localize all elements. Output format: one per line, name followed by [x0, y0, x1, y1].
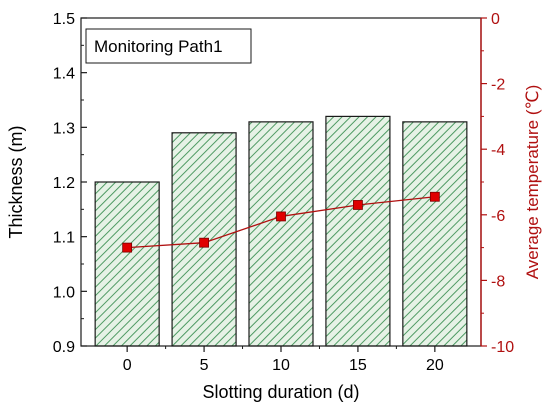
legend-box: Monitoring Path1 — [85, 28, 252, 64]
temperature-marker-15 — [353, 200, 363, 210]
bars-layer — [94, 115, 468, 347]
temperature-line-layer — [122, 191, 440, 253]
bar-20 — [402, 121, 468, 347]
y-right-tick-label: -4 — [491, 142, 505, 159]
temperature-marker-10 — [276, 211, 286, 222]
temperature-marker-0 — [122, 242, 133, 253]
y-axis-right-label: Average temperature (℃) — [523, 85, 542, 280]
y-left-tick-label: 1.3 — [53, 120, 75, 137]
y-right-tick-label: -2 — [491, 77, 505, 94]
y-left-tick-label: 1.1 — [53, 230, 75, 247]
temperature-marker-5 — [199, 237, 209, 248]
y-axis-left-label: Thickness (m) — [6, 125, 26, 238]
y-right-tick-label: -8 — [491, 273, 505, 290]
y-right-tick-label: -10 — [491, 339, 514, 356]
y-right-tick-label: -6 — [491, 208, 505, 225]
y-left-tick-label: 1.0 — [53, 284, 75, 301]
bar-0 — [94, 181, 160, 347]
x-axis-label: Slotting duration (d) — [202, 382, 359, 402]
x-tick-label: 10 — [272, 357, 290, 374]
y-left-tick-label: 1.5 — [53, 11, 75, 28]
legend-label: Monitoring Path1 — [94, 37, 223, 56]
x-tick-label: 20 — [426, 357, 444, 374]
bar-15 — [325, 115, 391, 347]
x-tick-label: 0 — [123, 357, 132, 374]
y-right-tick-label: 0 — [491, 11, 500, 28]
axes-layer: 0.9 1.0 1.1 1.2 1.3 1.4 1.5 -10 -8 -6 -4 -2 0 0 5 10 15 2… — [53, 11, 514, 374]
legend-frame — [85, 28, 252, 64]
temperature-marker-20 — [429, 191, 440, 202]
y-left-tick-label: 1.4 — [53, 66, 75, 83]
bar-10 — [248, 121, 314, 347]
y-left-tick-label: 1.2 — [53, 175, 75, 192]
y-left-tick-label: 0.9 — [53, 339, 75, 356]
x-tick-label: 5 — [200, 357, 209, 374]
x-tick-label: 15 — [349, 357, 367, 374]
